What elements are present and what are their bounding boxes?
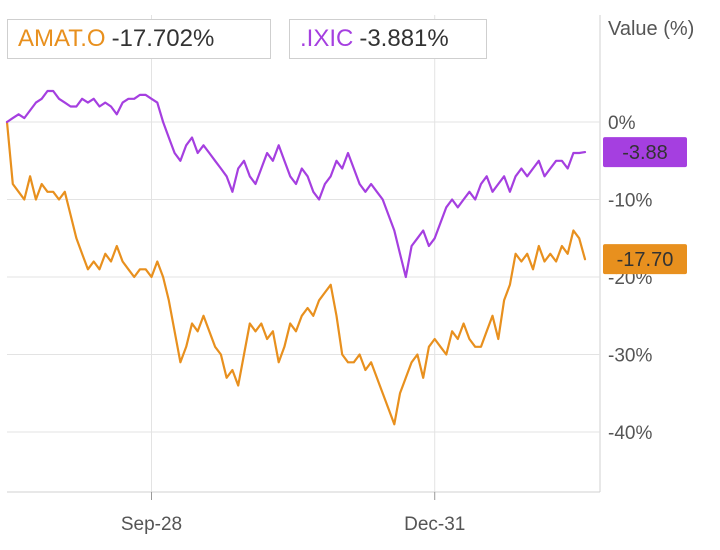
legend-series-name: .IXIC [300,25,354,52]
series-line-ixic [5,89,587,279]
legend-series-value: -3.881% [359,25,449,52]
grid [7,15,601,492]
x-tick-label: Sep-28 [121,514,182,535]
end-label-amat: -17.70 [603,244,687,275]
legend-series-name: AMAT.O [18,25,106,52]
y-tick-label: -30% [608,346,652,367]
end-label-value: -3.88 [622,142,668,164]
series-layer [5,89,587,426]
end-label-ixic: -3.88 [603,137,687,168]
x-tick-label: Dec-31 [404,514,465,535]
end-label-box [603,137,687,168]
end-label-value: -17.70 [617,249,674,271]
series-line-amat [5,120,587,426]
y-tick-label: -10% [608,191,652,212]
legend-item-ixic: .IXIC -3.881% [289,19,487,59]
end-labels: -17.70 -3.88 [603,137,687,275]
end-label-box [603,244,687,275]
y-tick-label: 0% [608,113,636,134]
legend-item-amat: AMAT.O -17.702% [7,19,271,59]
y-axis-title: Value (%) [608,18,695,40]
legend-series-value: -17.702% [111,25,215,52]
y-tick-label: -40% [608,423,652,444]
